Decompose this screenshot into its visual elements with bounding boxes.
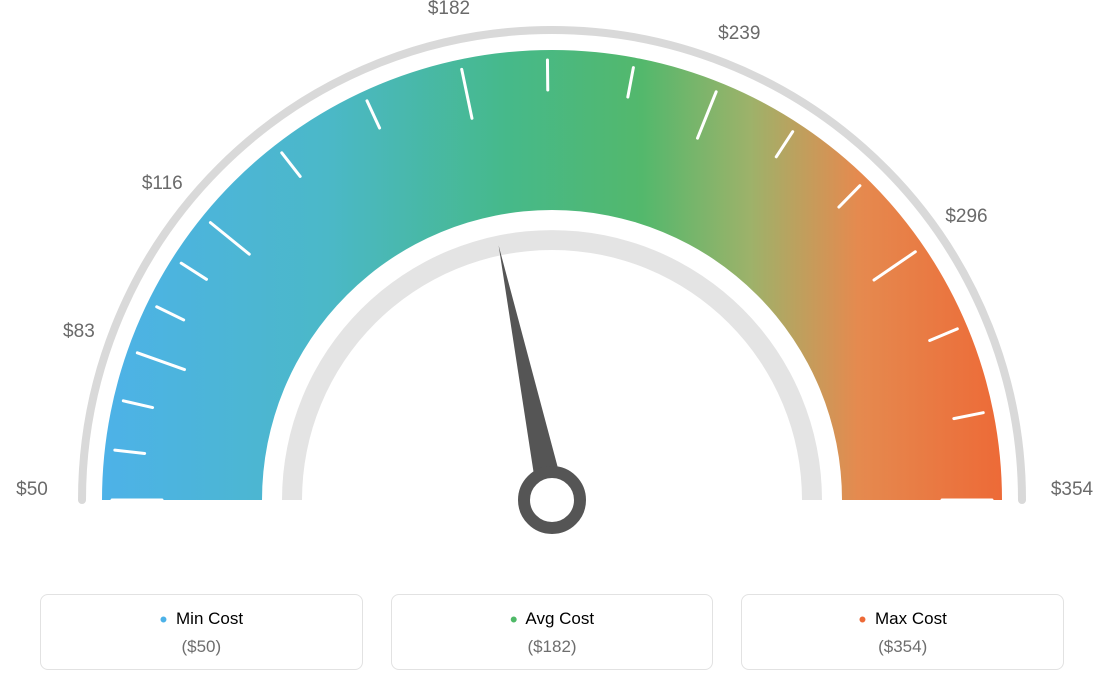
- dot-icon: •: [160, 607, 168, 632]
- gauge-scale-label: $239: [718, 23, 760, 45]
- gauge-scale-label: $50: [16, 479, 48, 501]
- avg-cost-card: • Avg Cost ($182): [391, 594, 714, 670]
- min-cost-value: ($50): [51, 637, 352, 657]
- summary-cards: • Min Cost ($50) • Avg Cost ($182) • Max…: [40, 594, 1064, 670]
- dot-icon: •: [510, 607, 518, 632]
- cost-gauge: $50 $83 $116 $182 $239 $296 $354: [0, 0, 1104, 570]
- min-cost-label-text: Min Cost: [176, 609, 243, 628]
- gauge-scale-label: $83: [63, 321, 95, 343]
- gauge-scale-label: $296: [945, 206, 987, 228]
- avg-cost-label: • Avg Cost: [402, 609, 703, 629]
- avg-cost-value: ($182): [402, 637, 703, 657]
- min-cost-card: • Min Cost ($50): [40, 594, 363, 670]
- max-cost-card: • Max Cost ($354): [741, 594, 1064, 670]
- max-cost-label-text: Max Cost: [875, 609, 947, 628]
- gauge-scale-label: $182: [428, 0, 470, 20]
- avg-cost-label-text: Avg Cost: [525, 609, 594, 628]
- dot-icon: •: [859, 607, 867, 632]
- max-cost-value: ($354): [752, 637, 1053, 657]
- max-cost-label: • Max Cost: [752, 609, 1053, 629]
- min-cost-label: • Min Cost: [51, 609, 352, 629]
- gauge-scale-label: $354: [1051, 479, 1093, 501]
- gauge-scale-label: $116: [142, 173, 183, 195]
- gauge-svg: [0, 0, 1104, 570]
